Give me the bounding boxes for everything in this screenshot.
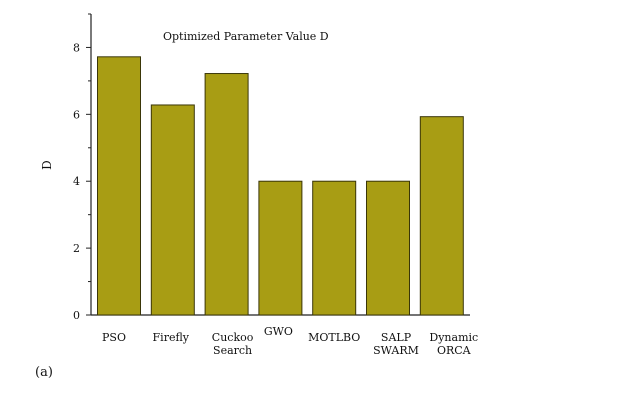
y-tick-label: 2 [73,242,80,255]
y-ticks: 0 2 4 6 8 [73,13,91,322]
chart-title: Optimized Parameter Value D [163,30,329,43]
bar [258,180,303,316]
x-tick-labels: PSO Firefly Cuckoo Search GWO MOTLBO SALP SWARM… [102,325,478,357]
bar [150,104,195,316]
x-tick-label: PSO [102,331,126,344]
y-tick-label: 8 [73,41,80,54]
bars [97,56,464,316]
panel-label: (a) [35,365,53,380]
x-tick-label: SALP SWARM [373,331,419,357]
bar [312,180,357,316]
bar [97,56,141,316]
x-tick-label: Firefly [153,331,190,344]
x-tick-label: Dynamic ORCA [429,331,478,357]
bar [419,116,464,316]
y-tick-label: 4 [73,175,80,188]
x-tick-label: MOTLBO [308,331,360,344]
y-axis-label: D [40,160,54,170]
x-tick-label: Cuckoo Search [212,331,254,357]
y-tick-label: 6 [73,108,80,121]
bar [204,73,249,316]
x-tick-label: GWO [264,325,293,338]
bar [366,180,410,316]
y-tick-label: 0 [73,309,80,322]
